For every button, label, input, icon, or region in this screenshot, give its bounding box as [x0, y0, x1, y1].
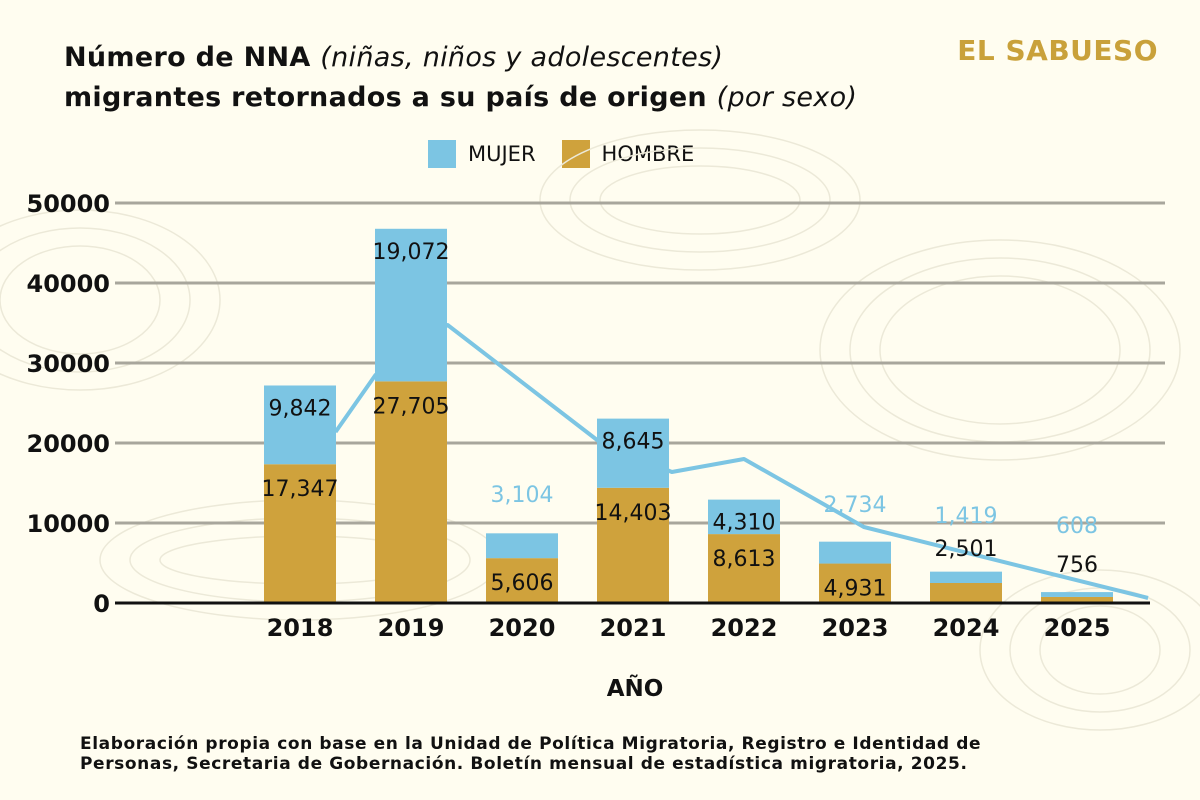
source-note: Elaboración propia con base en la Unidad… [80, 734, 982, 774]
data-label-mujer: 4,310 [713, 511, 776, 536]
legend-label-mujer: MUJER [468, 142, 536, 166]
x-tick-label: 2020 [489, 614, 556, 642]
topo-decoration [0, 227, 191, 373]
topo-decoration [0, 209, 221, 391]
bar-mujer-2022 [708, 499, 780, 535]
title-line2: migrantes retornados a su país de origen [64, 82, 707, 113]
y-tick-label: 0 [93, 590, 110, 618]
x-axis-label: AÑO [606, 676, 664, 702]
bar-mujer-2023 [819, 541, 891, 564]
bar-hombre-2025 [1041, 596, 1113, 603]
bar-hombre-2018 [264, 464, 336, 603]
x-tick-label: 2025 [1044, 614, 1111, 642]
data-label-mujer: 19,072 [373, 240, 450, 265]
title-line2-italic: (por sexo) [716, 82, 858, 113]
y-tick-label: 40000 [27, 270, 111, 298]
bar-mujer-2021 [597, 418, 669, 488]
y-tick-label: 50000 [27, 190, 111, 218]
bar-mujer-2019 [375, 228, 447, 382]
topo-decoration [599, 165, 801, 235]
x-tick-label: 2024 [933, 614, 1000, 642]
chart-title: Número de NNA (niñas, niños y adolescent… [64, 38, 857, 118]
bar-hombre-2023 [819, 563, 891, 603]
topo-decoration [539, 129, 861, 271]
data-label-mujer: 1,419 [935, 504, 998, 529]
topo-decoration [819, 239, 1181, 461]
data-label-mujer: 2,734 [824, 493, 887, 518]
bar-mujer-2020 [486, 533, 558, 559]
title-line1-italic: (niñas, niños y adolescentes) [320, 42, 724, 73]
bar-hombre-2024 [930, 582, 1002, 603]
bar-hombre-2021 [597, 487, 669, 603]
data-label-hombre: 2,501 [935, 537, 998, 562]
topo-decoration [879, 275, 1121, 425]
data-label-hombre: 27,705 [373, 394, 450, 419]
logo: EL SABUESO [957, 34, 1158, 67]
data-label-hombre: 17,347 [262, 477, 339, 502]
x-tick-label: 2022 [711, 614, 778, 642]
y-tick-label: 20000 [27, 430, 111, 458]
topo-decoration [1039, 605, 1161, 695]
y-tick-label: 10000 [27, 510, 111, 538]
topo-decoration [849, 257, 1151, 443]
bar-hombre-2019 [375, 381, 447, 603]
title-line1: Número de NNA [64, 42, 311, 73]
legend-label-hombre: HOMBRE [601, 142, 695, 166]
y-tick-label: 30000 [27, 350, 111, 378]
data-label-mujer: 3,104 [491, 483, 554, 508]
legend-swatch-hombre [561, 140, 590, 168]
x-tick-label: 2019 [378, 614, 445, 642]
x-tick-label: 2018 [267, 614, 334, 642]
topo-decoration [0, 245, 161, 355]
data-label-mujer: 9,842 [269, 396, 332, 421]
x-tick-label: 2023 [822, 614, 889, 642]
legend-swatch-mujer [428, 140, 456, 168]
bar-mujer-2018 [264, 385, 336, 465]
bar-mujer-2024 [930, 571, 1002, 583]
topo-decoration [569, 147, 831, 253]
bar-mujer-2025 [1041, 592, 1113, 597]
data-label-hombre: 4,931 [824, 577, 887, 602]
data-label-hombre: 756 [1056, 553, 1098, 578]
x-tick-label: 2021 [600, 614, 667, 642]
bar-hombre-2020 [486, 558, 558, 603]
topo-decoration [979, 569, 1200, 731]
legend: MUJER HOMBRE [428, 140, 720, 168]
data-label-hombre: 14,403 [595, 501, 672, 526]
data-label-hombre: 8,613 [713, 547, 776, 572]
data-label-hombre: 5,606 [491, 571, 554, 596]
data-label-mujer: 8,645 [602, 430, 665, 455]
bar-hombre-2022 [708, 534, 780, 603]
data-label-mujer: 608 [1056, 514, 1098, 539]
